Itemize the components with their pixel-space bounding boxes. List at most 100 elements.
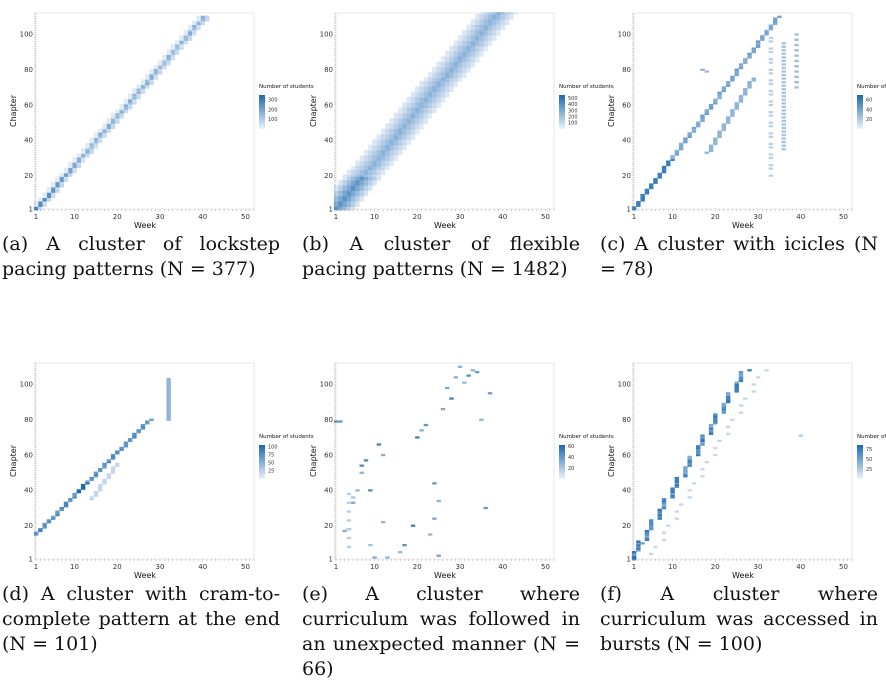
heat-cell xyxy=(187,38,193,41)
y-tick-label: 40 xyxy=(622,137,631,145)
heat-cell xyxy=(359,155,364,158)
heat-cell xyxy=(372,167,377,170)
heat-cell xyxy=(153,75,158,78)
heat-cell xyxy=(415,130,420,133)
heat-cell xyxy=(436,499,441,503)
heat-cell xyxy=(704,111,709,114)
heat-cell xyxy=(398,118,403,121)
heat-cell xyxy=(713,418,718,421)
heat-cell xyxy=(700,436,705,439)
heat-cell xyxy=(427,73,433,77)
heat-cell xyxy=(738,411,744,414)
heat-cell xyxy=(346,174,352,177)
heat-cell xyxy=(145,422,150,425)
heat-cell xyxy=(700,468,705,471)
heat-cell xyxy=(436,66,441,70)
heat-cell xyxy=(192,24,197,27)
heat-cell xyxy=(661,499,667,503)
heat-cell xyxy=(38,204,43,207)
heat-cell xyxy=(781,148,786,151)
heat-cell xyxy=(462,29,467,33)
heat-cell xyxy=(338,420,343,423)
heat-cell xyxy=(457,79,463,82)
heat-cell xyxy=(355,176,360,179)
heat-cell xyxy=(691,482,697,485)
heat-cell xyxy=(427,103,433,107)
heat-cell xyxy=(730,114,735,117)
heat-cell xyxy=(721,89,727,93)
heat-cell xyxy=(115,112,120,116)
heat-cell xyxy=(393,112,399,116)
heat-cell xyxy=(127,103,133,107)
heat-cell xyxy=(136,89,141,93)
heat-cell xyxy=(415,125,420,128)
heat-cell xyxy=(440,77,446,80)
heat-cell xyxy=(415,121,420,124)
heat-cell xyxy=(457,72,463,75)
heat-cell xyxy=(110,112,116,116)
heat-cell xyxy=(708,103,714,107)
heat-cell xyxy=(713,98,718,101)
heat-cell xyxy=(389,160,394,163)
heat-cell xyxy=(743,93,748,96)
heat-cell xyxy=(389,130,394,133)
heat-cell xyxy=(89,146,94,149)
heat-cell xyxy=(436,102,441,105)
heat-cell xyxy=(730,79,735,82)
heat-cell xyxy=(419,107,424,110)
legend-tick-label: 50 xyxy=(268,461,274,467)
heat-cell xyxy=(734,381,739,384)
heat-cell xyxy=(76,162,82,165)
heat-cell xyxy=(440,88,446,91)
y-tick-label: 100 xyxy=(320,31,333,39)
heat-cell xyxy=(166,386,171,390)
heat-cell xyxy=(140,425,146,428)
heat-cell xyxy=(419,103,424,107)
heat-cell xyxy=(402,119,407,123)
heat-cell xyxy=(372,139,377,142)
heat-cell xyxy=(415,118,420,121)
heat-cell xyxy=(768,40,774,43)
heat-cell xyxy=(453,49,458,52)
heat-cell xyxy=(157,72,163,75)
heat-cell xyxy=(385,155,390,158)
heat-cell xyxy=(376,151,382,154)
heat-cell xyxy=(432,517,437,520)
heat-cell xyxy=(687,461,692,464)
heat-cell xyxy=(368,165,373,169)
heat-cell xyxy=(183,35,188,38)
heat-cell xyxy=(440,70,446,73)
heat-cell xyxy=(781,91,786,94)
x-tick-label: 10 xyxy=(370,563,379,571)
heat-cell xyxy=(166,49,171,52)
heat-cell xyxy=(462,49,467,52)
heat-cell xyxy=(372,174,377,177)
heat-cell xyxy=(179,47,184,50)
x-tick-label: 50 xyxy=(839,563,848,571)
heat-cell xyxy=(63,172,69,176)
heat-cell xyxy=(479,31,484,34)
heat-cell xyxy=(772,20,778,24)
heat-cell xyxy=(98,132,103,135)
heat-cell xyxy=(406,130,411,133)
heat-cell xyxy=(351,167,356,170)
y-tick-label: 40 xyxy=(24,137,33,145)
heat-cell xyxy=(423,93,429,96)
heat-cell xyxy=(764,33,769,36)
heat-cell xyxy=(427,79,433,82)
heat-cell xyxy=(368,148,373,151)
y-axis-title: Chapter xyxy=(9,444,18,477)
heat-cell xyxy=(376,146,382,149)
heat-cell xyxy=(359,186,364,190)
heat-cell xyxy=(123,107,129,110)
heat-cell xyxy=(372,153,377,156)
heat-cell xyxy=(38,529,43,533)
heat-cell xyxy=(449,70,454,73)
heat-cell xyxy=(687,496,692,499)
heat-cell xyxy=(436,80,441,84)
heat-cells xyxy=(33,378,171,536)
heat-cell xyxy=(768,135,774,139)
heat-cell xyxy=(734,102,739,105)
heat-cell xyxy=(338,199,343,202)
heat-cell xyxy=(389,158,394,161)
